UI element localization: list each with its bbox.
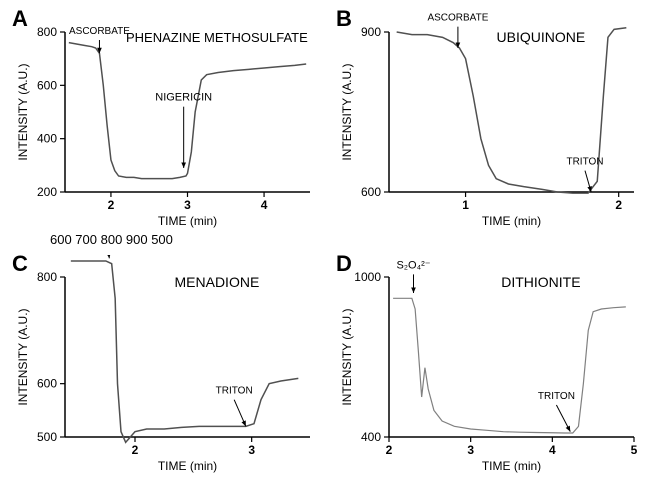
svg-text:TRITON: TRITON [566, 157, 603, 168]
svg-text:2: 2 [108, 198, 115, 212]
svg-text:INTENSITY (A.U.): INTENSITY (A.U.) [16, 308, 30, 405]
svg-text:400: 400 [361, 430, 381, 444]
panel-letter-d: D [336, 251, 352, 277]
svg-text:600: 600 [37, 78, 57, 92]
svg-text:UBIQUINONE: UBIQUINONE [497, 29, 586, 45]
svg-text:2: 2 [132, 443, 139, 457]
panel-a: A 200400600800234INTENSITY (A.U.)TIME (m… [10, 10, 324, 245]
svg-text:2: 2 [386, 443, 393, 457]
svg-text:TRITON: TRITON [538, 391, 575, 402]
svg-text:1000: 1000 [354, 270, 381, 284]
figure-grid: A 200400600800234INTENSITY (A.U.)TIME (m… [10, 10, 648, 490]
panel-letter-b: B [336, 6, 352, 32]
svg-text:PHENAZINE METHOSULFATE: PHENAZINE METHOSULFATE [126, 30, 308, 45]
svg-text:ASCORBATE: ASCORBATE [69, 26, 130, 37]
chart-a: 200 400 600 800 2 3 4 INTENSITY (A.U.) TIME (min… [10, 10, 320, 230]
svg-text:2: 2 [615, 198, 622, 212]
svg-text:ASCORBATE: ASCORBATE [427, 13, 488, 24]
panel-d: D 40010002345INTENSITY (A.U.)TIME (min)D… [334, 255, 648, 490]
svg-text:600: 600 [37, 377, 57, 391]
svg-text:NIGERICIN: NIGERICIN [155, 92, 212, 104]
svg-text:INTENSITY (A.U.): INTENSITY (A.U.) [16, 63, 30, 160]
svg-text:800: 800 [37, 25, 57, 39]
svg-text:1: 1 [462, 198, 469, 212]
svg-text:200: 200 [37, 185, 57, 199]
svg-text:DITHIONITE: DITHIONITE [501, 274, 580, 290]
svg-text:TIME (min): TIME (min) [158, 214, 217, 228]
svg-text:400: 400 [37, 132, 57, 146]
panel-b: B 60090012INTENSITY (A.U.)TIME (min)UBIQ… [334, 10, 648, 245]
svg-text:500: 500 [37, 430, 57, 444]
svg-text:3: 3 [248, 443, 255, 457]
svg-text:5: 5 [631, 443, 638, 457]
panel-c: C 50060080023INTENSITY (A.U.)TIME (min)M… [10, 255, 324, 490]
svg-text:INTENSITY (A.U.): INTENSITY (A.U.) [340, 63, 354, 160]
svg-text:800: 800 [37, 270, 57, 284]
panel-a-extra-text: 600 700 800 900 500 [50, 232, 173, 247]
svg-text:TIME (min): TIME (min) [482, 459, 541, 473]
chart-c: 500 600 800 2 3 INTENSITY (A.U.) TIME (min) MEN… [10, 255, 320, 475]
svg-text:INTENSITY (A.U.): INTENSITY (A.U.) [340, 308, 354, 405]
svg-text:3: 3 [467, 443, 474, 457]
svg-text:4: 4 [261, 198, 268, 212]
svg-text:TIME (min): TIME (min) [482, 214, 541, 228]
panel-letter-a: A [12, 6, 28, 32]
svg-text:900: 900 [361, 25, 381, 39]
svg-text:600: 600 [361, 185, 381, 199]
svg-text:TIME (min): TIME (min) [158, 459, 217, 473]
svg-text:MENADIONE: MENADIONE [175, 274, 260, 290]
chart-d: 400 1000 2 3 4 5 INTENSITY (A.U.) TIME (min) DIT… [334, 255, 644, 475]
chart-b: 600 900 1 2 INTENSITY (A.U.) TIME (min) UBIQUI… [334, 10, 644, 230]
panel-letter-c: C [12, 251, 28, 277]
svg-text:S₂O₄²⁻: S₂O₄²⁻ [396, 259, 430, 271]
svg-text:4: 4 [549, 443, 556, 457]
svg-text:TRITON: TRITON [216, 386, 253, 397]
svg-text:3: 3 [184, 198, 191, 212]
